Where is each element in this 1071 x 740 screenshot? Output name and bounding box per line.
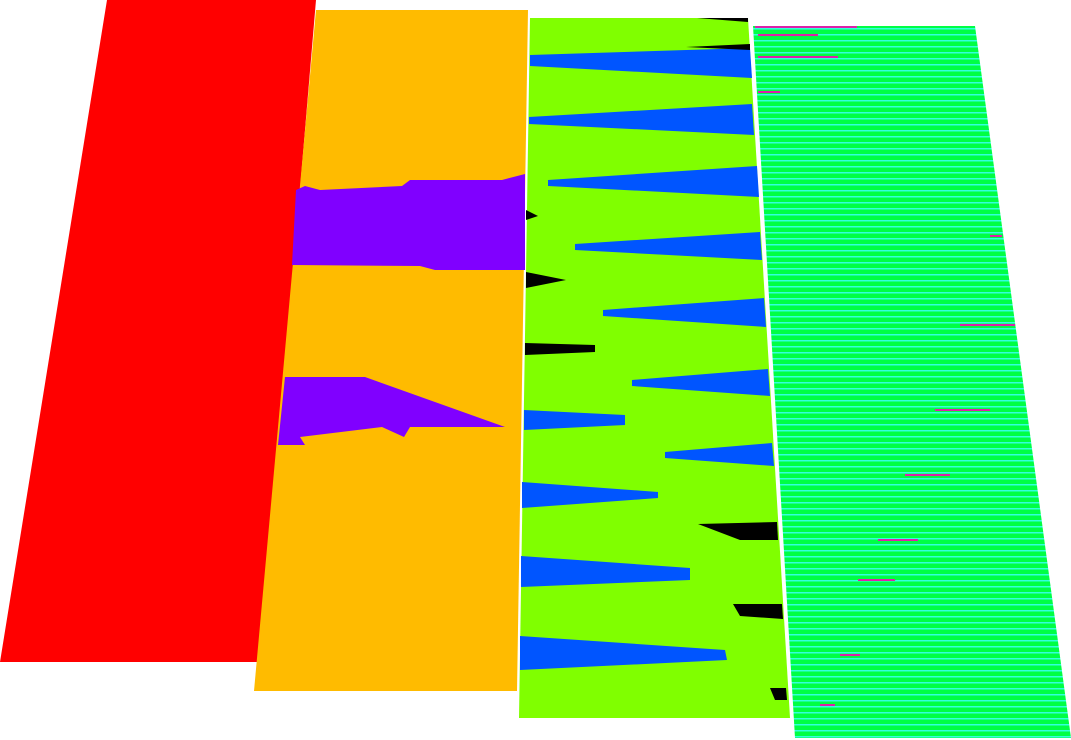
blue-wedges [520,48,774,670]
red-panel [0,0,316,662]
magenta-streaks [755,26,1015,706]
purple-band [292,174,525,270]
striped-panel [753,26,1071,738]
purple-band [278,377,505,445]
black-wedges [525,18,787,700]
